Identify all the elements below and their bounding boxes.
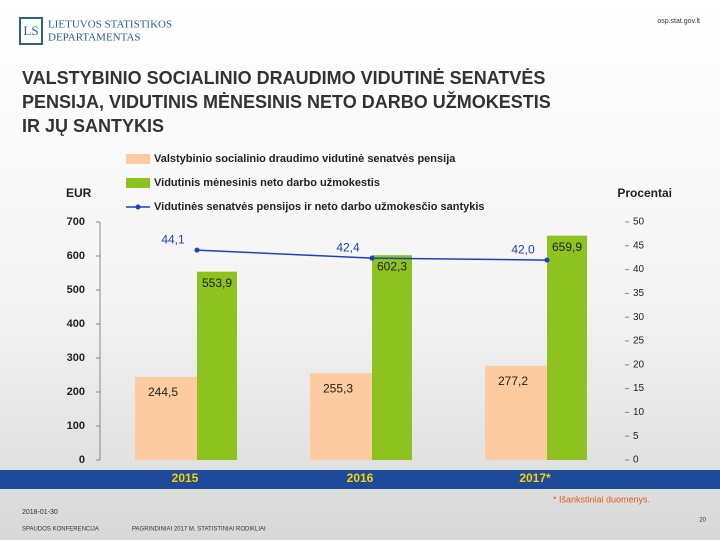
logo-text: LIETUVOS STATISTIKOS xyxy=(48,19,172,31)
legend-label: Vidutinės senatvės pensijos ir neto darb… xyxy=(154,201,485,213)
url: osp.stat.gov.lt xyxy=(657,18,700,25)
y2-axis-label: Procentai xyxy=(617,186,672,200)
data-label: 44,1 xyxy=(161,232,185,246)
ratio-point xyxy=(194,247,200,253)
logo-box xyxy=(19,17,43,45)
y-tick-label: 200 xyxy=(67,386,85,398)
title: IR JŲ SANTYKIS xyxy=(22,116,164,136)
y-tick-label: 100 xyxy=(67,420,85,432)
y-axis-label: EUR xyxy=(66,186,92,200)
ratio-point xyxy=(369,255,375,261)
x-tick-label: 2015 xyxy=(172,471,199,485)
data-label: 42,0 xyxy=(511,242,535,256)
bar xyxy=(197,271,237,460)
bar xyxy=(372,255,412,460)
logo-text: DEPARTAMENTAS xyxy=(48,32,141,44)
footer-text: SPAUDOS KONFERENCIJA xyxy=(22,527,99,533)
data-label: 602,3 xyxy=(377,259,407,273)
y2-tick-label: 5 xyxy=(633,431,639,442)
data-label: 244,5 xyxy=(148,385,178,399)
legend-swatch xyxy=(135,204,141,210)
y2-tick-label: 50 xyxy=(633,217,645,228)
footer-text: PAGRINDINIAI 2017 M. STATISTINIAI RODIKL… xyxy=(132,527,266,533)
y2-tick-label: 25 xyxy=(633,336,645,347)
y-tick-label: 600 xyxy=(67,250,85,262)
legend-label: Valstybinio socialinio draudimo vidutinė… xyxy=(154,153,456,165)
data-label: 553,9 xyxy=(202,276,232,290)
page-number: 20 xyxy=(699,518,706,524)
footnote: * Išankstiniai duomenys. xyxy=(553,494,650,504)
bar xyxy=(310,373,372,460)
title: VALSTYBINIO SOCIALINIO DRAUDIMO VIDUTINĖ… xyxy=(22,68,545,88)
y2-tick-label: 40 xyxy=(633,264,645,275)
bar xyxy=(485,365,547,460)
y2-tick-label: 30 xyxy=(633,312,645,323)
data-label: 659,9 xyxy=(552,240,582,254)
x-tick-label: 2017* xyxy=(519,471,551,485)
y-tick-label: 700 xyxy=(67,216,85,228)
bar xyxy=(547,235,587,460)
y-tick-label: 0 xyxy=(79,454,85,466)
legend-swatch xyxy=(126,154,150,164)
y-tick-label: 400 xyxy=(67,318,85,330)
data-label: 277,2 xyxy=(498,374,528,388)
footer-date: 2018-01-30 xyxy=(22,509,58,516)
title: PENSIJA, VIDUTINIS MĖNESINIS NETO DARBO … xyxy=(22,91,551,112)
y2-tick-label: 15 xyxy=(633,383,645,394)
legend-swatch xyxy=(126,178,150,188)
y-tick-label: 500 xyxy=(67,284,85,296)
data-label: 255,3 xyxy=(323,381,353,395)
data-label: 42,4 xyxy=(336,240,360,254)
bar xyxy=(135,376,197,460)
y2-tick-label: 20 xyxy=(633,359,645,370)
y2-tick-label: 10 xyxy=(633,407,645,418)
ratio-point xyxy=(544,257,550,263)
x-tick-label: 2016 xyxy=(347,471,374,485)
logo-mark: LS xyxy=(23,23,38,38)
y-tick-label: 300 xyxy=(67,352,85,364)
legend-label: Vidutinis mėnesinis neto darbo užmokesti… xyxy=(154,177,380,189)
y2-tick-label: 35 xyxy=(633,288,645,299)
y2-tick-label: 45 xyxy=(633,240,645,251)
y2-tick-label: 0 xyxy=(633,455,639,466)
category-band xyxy=(0,470,720,489)
